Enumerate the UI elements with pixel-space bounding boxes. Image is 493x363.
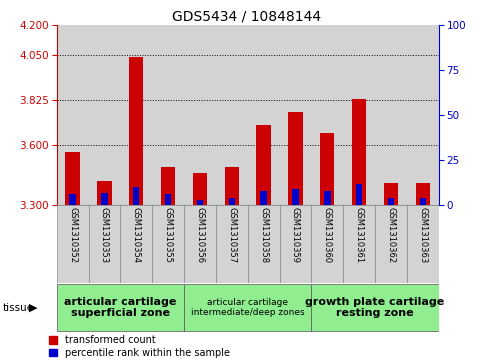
Bar [70, 194, 76, 205]
FancyBboxPatch shape [407, 205, 439, 283]
FancyBboxPatch shape [375, 205, 407, 283]
FancyBboxPatch shape [184, 284, 312, 331]
Bar [101, 192, 107, 205]
Text: GDS5434 / 10848144: GDS5434 / 10848144 [172, 9, 321, 23]
Bar [165, 194, 171, 205]
Text: GSM1310360: GSM1310360 [323, 207, 332, 263]
Text: GSM1310358: GSM1310358 [259, 207, 268, 263]
Bar [247, 25, 280, 205]
Text: articular cartilage
superficial zone: articular cartilage superficial zone [64, 297, 176, 318]
Bar [229, 198, 235, 205]
Bar [280, 25, 312, 205]
Bar [152, 25, 184, 205]
Text: growth plate cartilage
resting zone: growth plate cartilage resting zone [306, 297, 445, 318]
Text: GSM1310356: GSM1310356 [195, 207, 205, 263]
Bar [288, 112, 303, 205]
Legend: transformed count, percentile rank within the sample: transformed count, percentile rank withi… [49, 335, 230, 358]
Text: ▶: ▶ [29, 303, 37, 313]
FancyBboxPatch shape [216, 205, 247, 283]
Bar [416, 183, 430, 205]
FancyBboxPatch shape [184, 205, 216, 283]
FancyBboxPatch shape [57, 284, 184, 331]
Bar [384, 183, 398, 205]
Text: GSM1310352: GSM1310352 [68, 207, 77, 263]
Bar [343, 25, 375, 205]
Bar [352, 99, 366, 205]
Bar [225, 167, 239, 205]
Text: GSM1310361: GSM1310361 [354, 207, 364, 263]
FancyBboxPatch shape [89, 205, 120, 283]
Bar [320, 133, 334, 205]
FancyBboxPatch shape [57, 205, 89, 283]
Text: articular cartilage
intermediate/deep zones: articular cartilage intermediate/deep zo… [191, 298, 305, 317]
Bar [407, 25, 439, 205]
Bar [292, 189, 299, 205]
Text: GSM1310362: GSM1310362 [387, 207, 395, 263]
Text: GSM1310353: GSM1310353 [100, 207, 109, 263]
Bar [312, 25, 343, 205]
Bar [324, 191, 330, 205]
Bar [129, 57, 143, 205]
Text: GSM1310354: GSM1310354 [132, 207, 141, 263]
FancyBboxPatch shape [343, 205, 375, 283]
Bar [66, 152, 80, 205]
Bar [375, 25, 407, 205]
Bar [420, 198, 426, 205]
FancyBboxPatch shape [312, 205, 343, 283]
Bar [120, 25, 152, 205]
FancyBboxPatch shape [312, 284, 439, 331]
Bar [57, 25, 89, 205]
Text: tissue: tissue [2, 303, 34, 313]
Bar [97, 181, 111, 205]
FancyBboxPatch shape [247, 205, 280, 283]
Bar [161, 167, 176, 205]
Bar [193, 173, 207, 205]
Bar [133, 187, 140, 205]
Bar [89, 25, 120, 205]
FancyBboxPatch shape [152, 205, 184, 283]
Bar [216, 25, 247, 205]
FancyBboxPatch shape [120, 205, 152, 283]
Bar [197, 200, 203, 205]
FancyBboxPatch shape [280, 205, 312, 283]
Text: GSM1310363: GSM1310363 [419, 207, 427, 263]
Bar [356, 184, 362, 205]
Bar [388, 198, 394, 205]
Text: GSM1310359: GSM1310359 [291, 207, 300, 263]
Bar [260, 191, 267, 205]
Text: GSM1310357: GSM1310357 [227, 207, 236, 263]
Bar [184, 25, 216, 205]
Bar [256, 125, 271, 205]
Text: GSM1310355: GSM1310355 [164, 207, 173, 263]
